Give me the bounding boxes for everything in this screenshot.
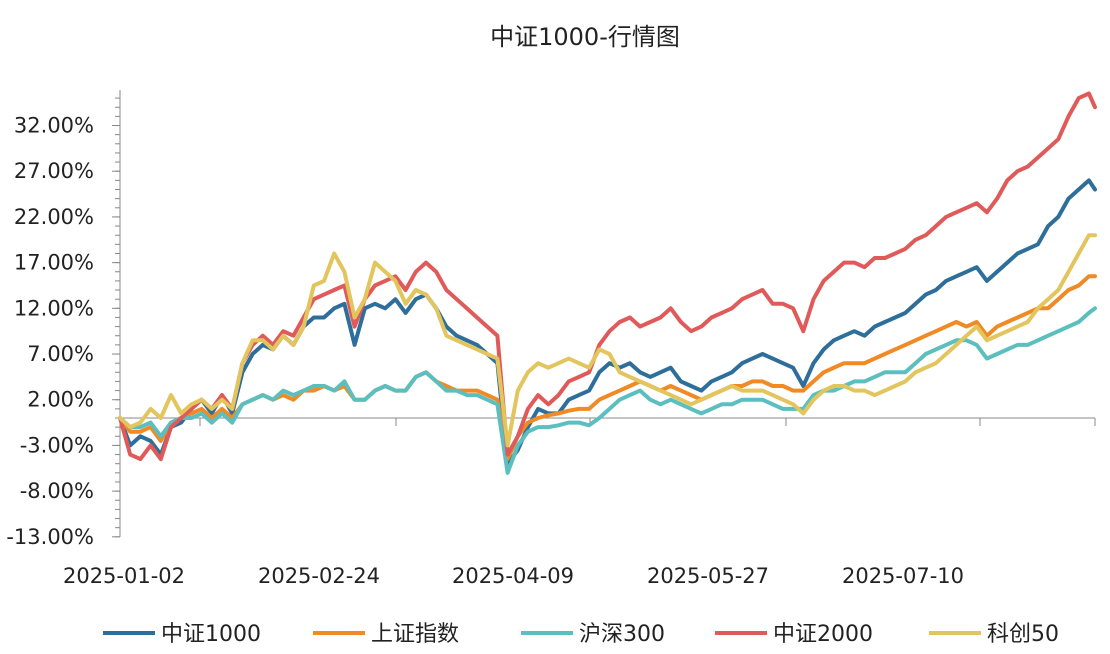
legend-label: 上证指数 bbox=[371, 622, 459, 647]
x-tick-label: 2025-05-27 bbox=[647, 564, 769, 588]
y-tick-label: 12.00% bbox=[14, 296, 94, 320]
legend-label: 中证1000 bbox=[161, 622, 261, 647]
legend-label: 科创50 bbox=[987, 622, 1059, 647]
x-tick-label: 2025-07-10 bbox=[842, 564, 964, 588]
legend-label: 沪深300 bbox=[579, 622, 665, 647]
series-line-1 bbox=[118, 274, 1097, 462]
y-tick-label: 17.00% bbox=[14, 251, 94, 275]
chart-title: 中证1000-行情图 bbox=[490, 23, 680, 51]
x-tick-label: 2025-02-24 bbox=[258, 564, 380, 588]
series-line-3 bbox=[118, 91, 1097, 462]
legend-label: 中证2000 bbox=[773, 622, 873, 647]
x-tick-label: 2025-01-02 bbox=[63, 564, 185, 588]
y-axis: 32.00% 27.00% 22.00% 17.00% 12.00% 7.00% 2.00%… bbox=[6, 90, 121, 549]
y-tick-label: 32.00% bbox=[14, 114, 94, 138]
y-tick-label: 2.00% bbox=[27, 388, 94, 412]
y-tick-label: -3.00% bbox=[20, 433, 94, 457]
y-tick-label: 27.00% bbox=[14, 159, 94, 183]
x-axis: 2025-01-02 2025-02-24 2025-04-09 2025-05-27… bbox=[63, 417, 1096, 588]
y-tick-label: -13.00% bbox=[6, 525, 94, 549]
series-line-0 bbox=[118, 178, 1097, 466]
y-tick-label: -8.00% bbox=[20, 479, 94, 503]
y-tick-label: 7.00% bbox=[27, 342, 94, 366]
x-tick-label: 2025-04-09 bbox=[452, 564, 574, 588]
series-layer bbox=[118, 91, 1097, 475]
series-line-4 bbox=[118, 233, 1097, 448]
y-tick-label: 22.00% bbox=[14, 205, 94, 229]
series-line-2 bbox=[118, 306, 1097, 475]
legend: 中证1000 上证指数 沪深300 中证2000 科创50 bbox=[103, 622, 1059, 647]
